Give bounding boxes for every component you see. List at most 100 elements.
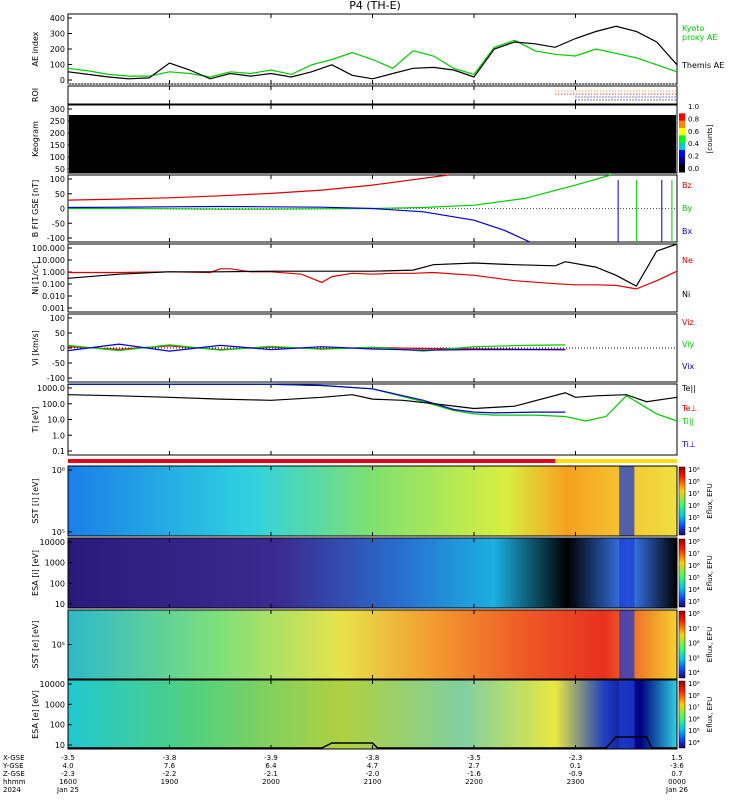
- x-tick-value: 1.5: [671, 754, 682, 762]
- sst_i-colorbar-tick: 10⁵: [688, 514, 700, 522]
- keogram-colorbar-tick: 0.8: [688, 115, 699, 123]
- esa_e-ylabel: ESA [e] [eV]: [31, 690, 40, 739]
- x-tick-value: -2.3: [61, 770, 75, 778]
- sst_i-ylabel: SST [i] [eV]: [31, 478, 40, 523]
- panel-temperature: Ti [eV] 1000.0 100.0 10.0 1.0 0.1 Te|| Te⊥ Ti|| T…: [31, 383, 697, 456]
- legend-velocity-2: Vix: [682, 362, 695, 371]
- legend-proxy-ae: proxy AE: [682, 33, 717, 42]
- legend-ni: Ni: [682, 290, 690, 299]
- keogram-colorbar-segment: [679, 120, 685, 129]
- legend-temp-1: Te⊥: [681, 404, 697, 413]
- keogram-colorbar-segment: [679, 135, 685, 144]
- keogram-colorbar-tick: 0.2: [688, 153, 699, 161]
- series-kyoto-proxy-ae: [67, 39, 678, 78]
- sst_e-colorbar-tick: 10⁷: [688, 625, 700, 633]
- series-te-: [67, 392, 678, 410]
- ae-ytick-label: 400: [50, 14, 65, 23]
- keogram-colorbar: 1.0 0.8 0.6 0.4 0.2 0.0 [counts]: [679, 103, 714, 173]
- keogram-colorbar-tick: 1.0: [688, 103, 699, 111]
- x-tick-value: -2.2: [163, 770, 177, 778]
- x-tick-value: 2300: [567, 778, 585, 786]
- series-ne: [68, 268, 678, 290]
- esa_i-colorbar-scale: [678, 538, 686, 608]
- temperature-ytick-label: 10.0: [47, 416, 65, 425]
- temperature-ytick-label: 100.0: [42, 400, 65, 409]
- sst_e-ytick-label: 10⁵: [52, 641, 65, 650]
- esa_e-colorbar-tick: 10⁸: [688, 692, 700, 700]
- x-tick-value: 4.7: [367, 762, 378, 770]
- legend-temp-3: Ti⊥: [681, 440, 696, 449]
- keogram-colorbar-segment: [679, 113, 685, 122]
- esa_e-crossing-band: [619, 680, 635, 749]
- series-bx: [67, 205, 531, 243]
- keogram-colorbar-segment: [679, 106, 685, 114]
- legend-velocity-1: Viy: [682, 340, 695, 349]
- keogram-colorbar-segment: [679, 157, 685, 166]
- series-themis-ae: [67, 25, 678, 80]
- velocity-ytick-label: 100: [50, 314, 65, 323]
- temperature-frame: [67, 383, 678, 456]
- roi-ylabel: ROI: [31, 88, 40, 102]
- density-ytick-label: 0.100: [42, 280, 65, 289]
- series-ni: [67, 243, 678, 287]
- bfield-ytick-label: 100: [50, 175, 65, 184]
- legend-bfield-2: Bx: [682, 227, 692, 236]
- keogram-colorbar-tick: 0.6: [688, 128, 700, 136]
- mode-bar: [68, 459, 677, 463]
- ae-ytick-label: 0: [60, 76, 65, 85]
- legend-bfield-0: Bz: [682, 181, 692, 190]
- legend-velocity-0: Viz: [682, 318, 694, 327]
- panel-esa_i: ESA [i] [eV]1000010001001010⁸10⁷10⁶10⁵10…: [31, 537, 714, 609]
- esa_e-ytick-label: 100: [50, 721, 65, 730]
- bfield-ylabel: B FIT GSE [nT]: [31, 180, 40, 238]
- esa_i-crossing-band: [619, 538, 635, 608]
- x-tick-value: -0.9: [569, 770, 583, 778]
- esa_e-colorbar-tick: 10⁶: [688, 715, 700, 723]
- ae-ytick-label: 200: [50, 45, 65, 54]
- series-vix: [67, 343, 566, 352]
- keogram-colorbar-segment: [679, 142, 685, 151]
- x-tick-value: -3.5: [467, 754, 481, 762]
- x-tick-value: 1900: [161, 778, 179, 786]
- esa_e-ytick-label: 1000: [45, 700, 65, 709]
- x-tick-value: 7.6: [164, 762, 176, 770]
- x-tick-value: -3.8: [366, 754, 380, 762]
- esa_i-colorbar-tick: 10⁶: [688, 562, 700, 570]
- x-tick-value: -3.5: [61, 754, 75, 762]
- series-ti-: [68, 383, 566, 414]
- density-ytick-label: 1.000: [42, 268, 65, 277]
- sst_e-colorbar-label: Eflux, EFU: [706, 627, 714, 662]
- esa_i-ytick-label: 10000: [40, 538, 65, 547]
- panel-sst_e: SST [e] [eV] 10⁵ 10⁸ 10⁷ 10⁶ 10⁵ 10⁴ Eflux, EFU: [31, 609, 714, 680]
- legend-bfield-1: By: [682, 204, 692, 213]
- legend-kyoto: Kyoto: [682, 24, 704, 33]
- esa_i-ytick-label: 100: [50, 579, 65, 588]
- temperature-ytick-label: 0.1: [52, 447, 65, 456]
- x-tick-value: -2.3: [569, 754, 583, 762]
- sst_i-colorbar-tick: 10⁶: [688, 502, 700, 510]
- bfield-ytick-label: -50: [52, 219, 65, 228]
- legend-temp-0: Te||: [681, 384, 696, 393]
- x-tick-value: -2.1: [264, 770, 278, 778]
- x-tick-value: 1600: [59, 778, 77, 786]
- x-tick-value: 2200: [465, 778, 483, 786]
- x-tick-value: -1.6: [467, 770, 481, 778]
- panel-bfield: B FIT GSE [nT] 100 50 0 -50 -100 Bz By Bx: [31, 174, 692, 243]
- esa_i-colorbar-tick: 10⁸: [688, 538, 700, 546]
- esa_i-colorbar: 10⁸ 10⁷ 10⁶ 10⁵ 10⁴ 10³ Eflux, EFU: [678, 538, 714, 608]
- sst_e-colorbar-tick: 10⁸: [688, 610, 700, 618]
- mode-bar-red: [68, 459, 556, 463]
- ae-ylabel: AE index: [31, 31, 40, 66]
- x-tick-value: 2.7: [468, 762, 479, 770]
- legend-ne: Ne: [682, 256, 693, 265]
- x-tick-value: 0.1: [570, 762, 581, 770]
- esa_e-ytick-label: 10000: [40, 680, 65, 689]
- temperature-ytick-label: 1000.0: [37, 384, 65, 393]
- density-ytick-label: 0.010: [42, 292, 65, 301]
- panel-keogram: Keogram 300 250 200 150 100 50 1.0 0.8 0.6 0.4 0.2 0…: [31, 103, 714, 174]
- keogram-colorbar-segment: [679, 150, 685, 158]
- series-viy: [67, 344, 566, 352]
- velocity-ylabel: Vi [km/s]: [31, 330, 40, 366]
- legend-themis-ae: Themis AE: [681, 61, 724, 70]
